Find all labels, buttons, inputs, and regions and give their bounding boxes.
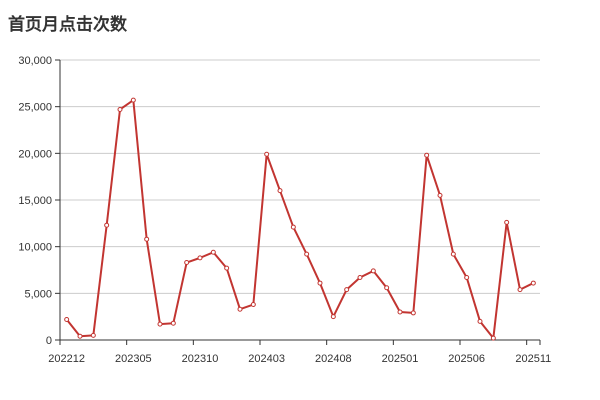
x-tick-label: 202408 — [315, 353, 352, 365]
data-point[interactable] — [117, 106, 123, 112]
y-tick-label: 15,000 — [18, 195, 52, 207]
data-point[interactable] — [224, 265, 230, 271]
data-point[interactable] — [477, 318, 483, 324]
data-point[interactable] — [424, 152, 430, 158]
y-tick-label: 0 — [46, 335, 52, 347]
x-tick-label: 202511 — [515, 353, 551, 365]
chart-title: 首页月点击次数 — [8, 15, 127, 35]
data-point[interactable] — [490, 335, 496, 341]
grid-lines — [60, 59, 540, 294]
data-point[interactable] — [357, 274, 363, 280]
data-point[interactable] — [170, 320, 176, 326]
data-point[interactable] — [290, 224, 296, 230]
data-point[interactable] — [344, 287, 350, 293]
series-line — [65, 99, 534, 340]
data-point[interactable] — [370, 268, 376, 274]
data-point[interactable] — [317, 280, 323, 286]
data-point[interactable] — [450, 251, 456, 257]
y-tick-label: 25,000 — [18, 102, 52, 114]
x-tick-label: 202501 — [382, 353, 419, 365]
data-point[interactable] — [130, 97, 136, 103]
data-point[interactable] — [197, 255, 203, 261]
data-point[interactable] — [64, 316, 70, 322]
data-point[interactable] — [157, 321, 163, 327]
series — [64, 97, 536, 341]
data-point[interactable] — [397, 309, 403, 315]
data-point[interactable] — [530, 280, 536, 286]
axes — [55, 59, 541, 345]
x-tick-label: 202403 — [248, 353, 285, 365]
data-point[interactable] — [277, 188, 283, 194]
y-tick-label: 20,000 — [18, 148, 52, 160]
data-point[interactable] — [384, 285, 390, 291]
data-point[interactable] — [504, 219, 510, 225]
x-tick-label: 202310 — [182, 353, 219, 365]
x-tick-label: 202305 — [115, 353, 152, 365]
data-point[interactable] — [464, 274, 470, 280]
data-point[interactable] — [237, 306, 243, 312]
data-point[interactable] — [184, 260, 190, 266]
data-point[interactable] — [144, 236, 150, 242]
data-point[interactable] — [264, 151, 270, 157]
y-tick-label: 10,000 — [18, 242, 52, 254]
data-point[interactable] — [104, 222, 110, 228]
data-point[interactable] — [330, 314, 336, 320]
data-point[interactable] — [210, 249, 216, 255]
data-point[interactable] — [437, 192, 443, 198]
data-point[interactable] — [77, 333, 83, 339]
data-point[interactable] — [250, 302, 256, 308]
data-point[interactable] — [517, 287, 523, 293]
y-tick-label: 30,000 — [18, 55, 52, 67]
x-tick-label: 202506 — [448, 353, 485, 365]
data-point[interactable] — [410, 310, 416, 316]
x-tick-label: 202212 — [48, 353, 85, 365]
data-point[interactable] — [90, 332, 96, 338]
data-point[interactable] — [304, 251, 310, 257]
y-tick-label: 5,000 — [24, 288, 52, 300]
y-axis-tick-labels: 0 5,000 10,000 15,000 20,000 25,000 30,000 — [18, 55, 52, 347]
x-axis-tick-labels: 202212 202305 202310 202403 202408 202501 2025… — [48, 353, 551, 365]
